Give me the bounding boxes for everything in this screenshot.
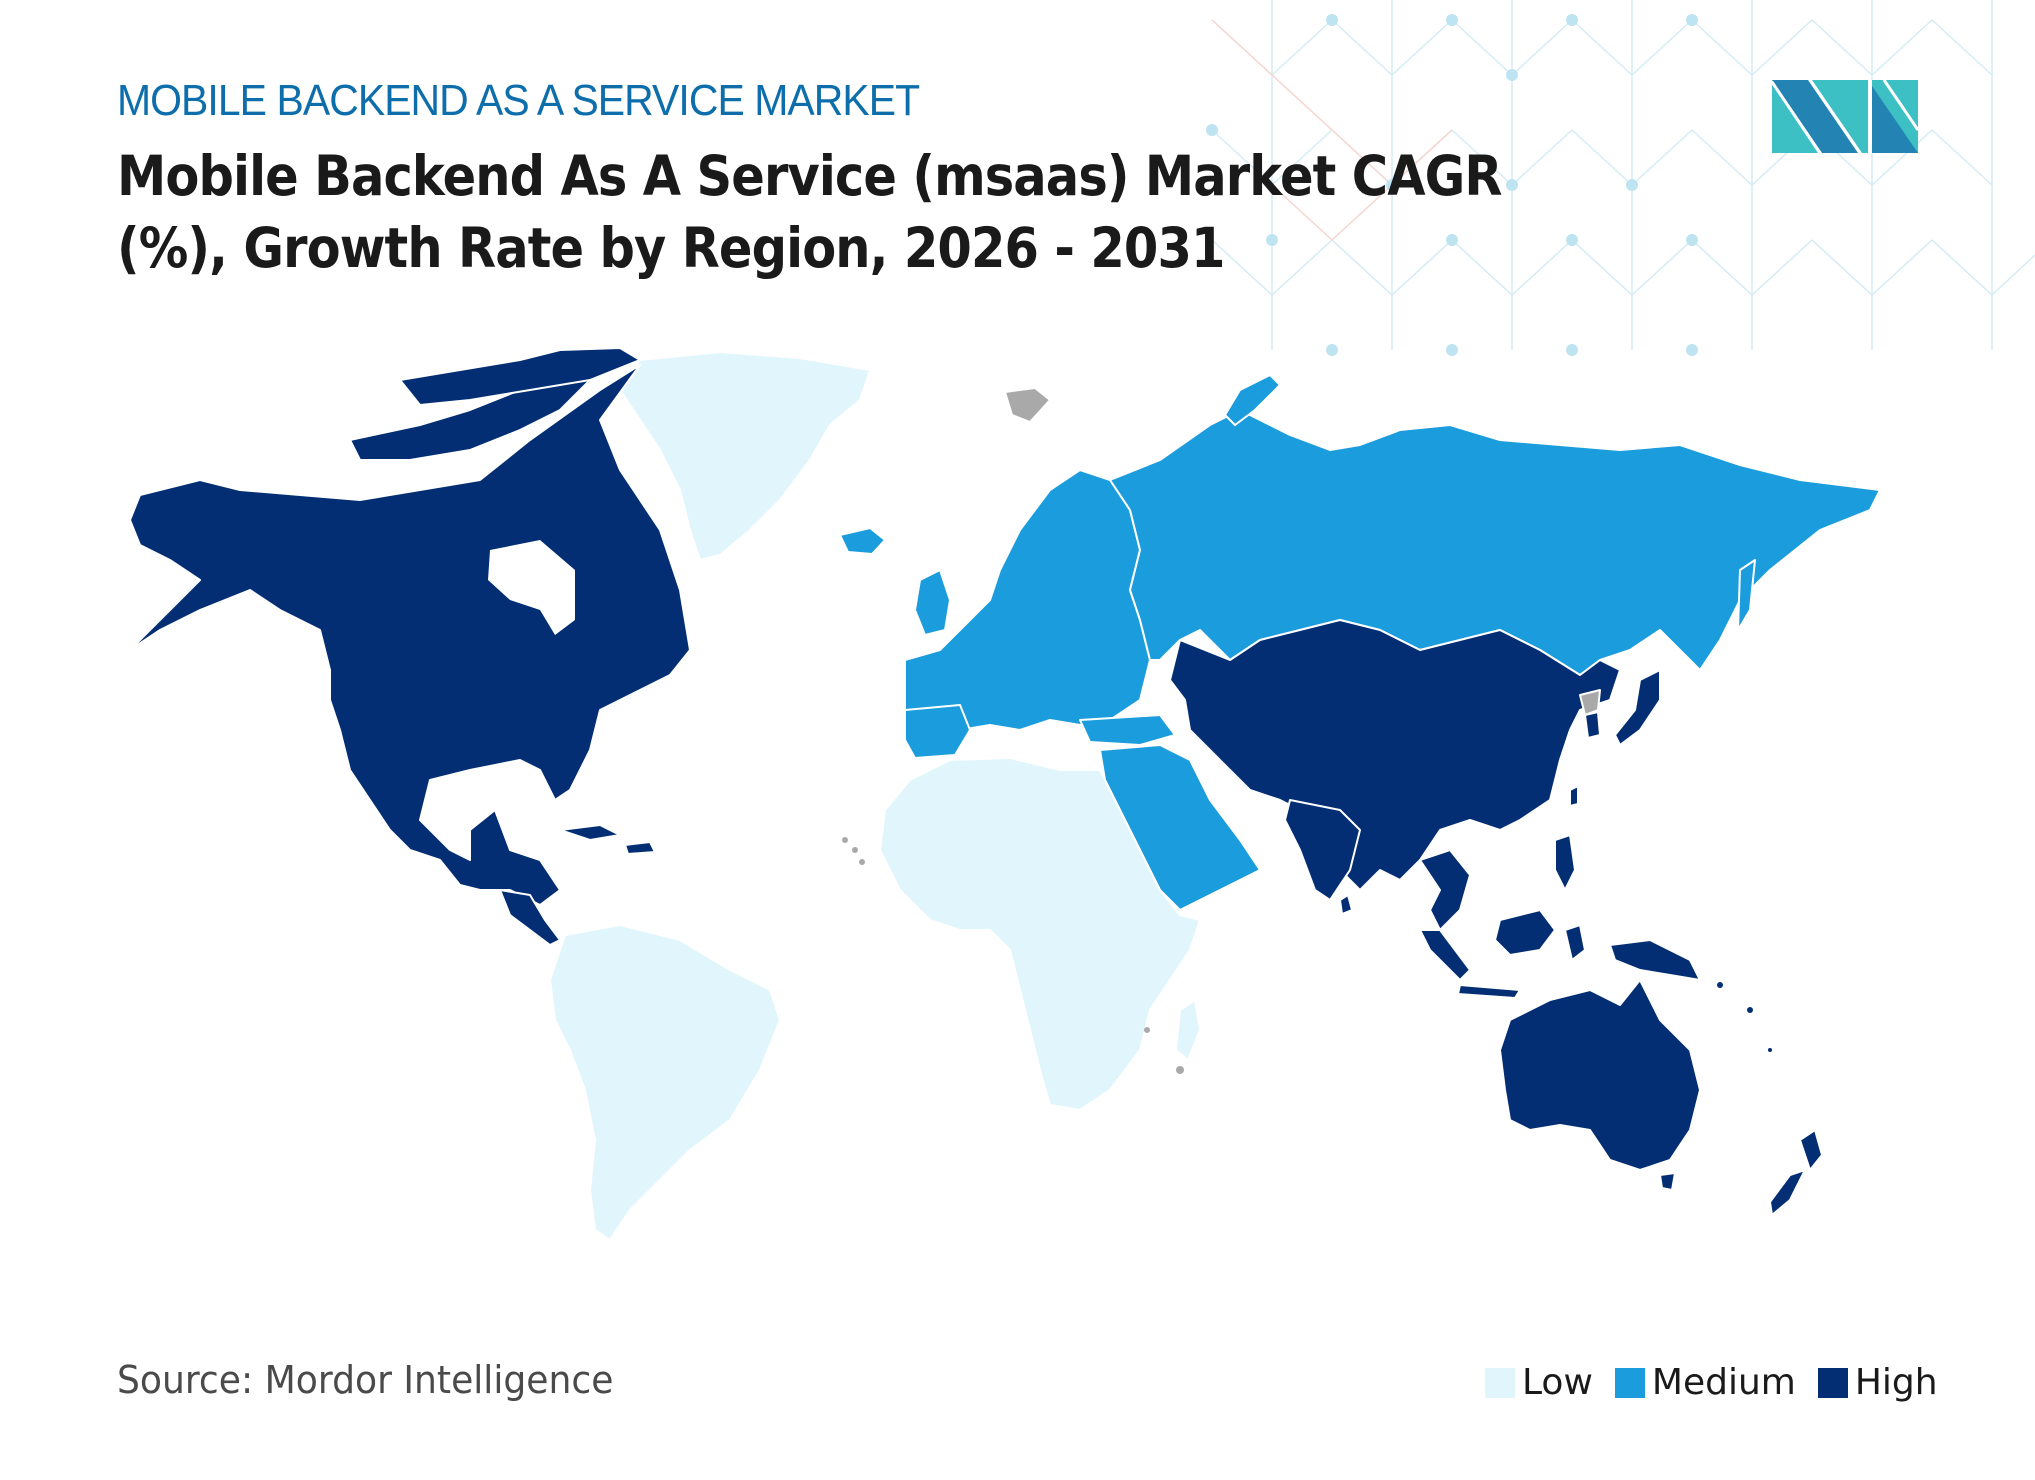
legend-swatch-low	[1485, 1367, 1515, 1398]
legend-item-low: Low	[1485, 1362, 1593, 1403]
legend-swatch-medium	[1614, 1367, 1645, 1398]
chart-title: Mobile Backend As A Service (msaas) Mark…	[117, 140, 1557, 284]
region-south-america[interactable]	[549, 924, 781, 1241]
region-australia[interactable]	[1499, 979, 1701, 1171]
region-north-america[interactable]	[129, 364, 691, 906]
mordor-intelligence-logo-icon	[1772, 80, 1918, 153]
legend-label-high: High	[1854, 1362, 1938, 1403]
legend-label-low: Low	[1522, 1362, 1593, 1403]
chart-title-line-2: (%), Growth Rate by Region, 2026 - 2031	[117, 216, 1225, 280]
background-network-pattern	[1206, 0, 2035, 356]
region-greenland[interactable]	[619, 351, 871, 561]
source-attribution: Source: Mordor Intelligence	[117, 1358, 614, 1402]
region-africa[interactable]	[879, 757, 1201, 1111]
region-asia-pacific[interactable]	[1169, 619, 1621, 891]
region-russia[interactable]	[1109, 409, 1881, 676]
world-choropleth-map	[129, 347, 1881, 1241]
legend-label-medium: Medium	[1651, 1362, 1796, 1403]
region-iceland[interactable]	[839, 527, 886, 555]
legend-swatch-high	[1817, 1367, 1848, 1398]
legend-item-medium: Medium	[1614, 1362, 1796, 1403]
map-legend: Low Medium High	[1485, 1362, 1938, 1403]
region-central-america[interactable]	[499, 889, 561, 946]
chart-title-line-1: Mobile Backend As A Service (msaas) Mark…	[117, 144, 1502, 208]
report-kicker: MOBILE BACKEND AS A SERVICE MARKET	[117, 76, 920, 125]
legend-item-high: High	[1817, 1362, 1938, 1403]
